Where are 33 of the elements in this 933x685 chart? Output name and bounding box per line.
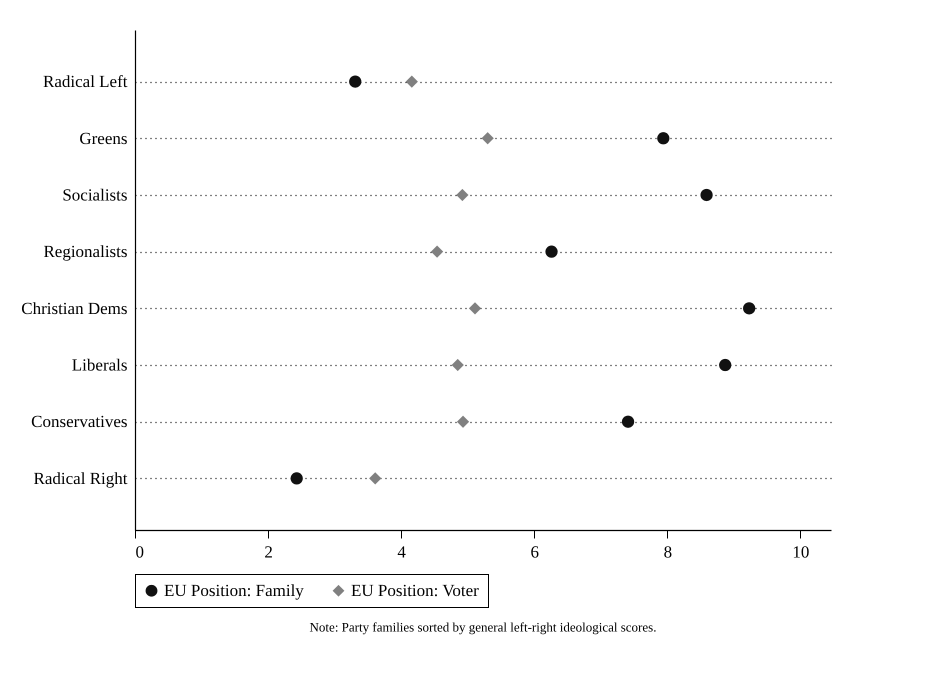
x-tick-label: 6 <box>530 542 539 562</box>
point <box>700 188 713 202</box>
point <box>482 132 494 144</box>
point <box>657 132 670 144</box>
legend-label: EU Position: Family <box>164 580 304 600</box>
y-tick-label: Conservatives <box>31 412 128 432</box>
x-tick-label: 8 <box>664 542 672 562</box>
point <box>456 416 470 428</box>
y-tick-label: Christian Dems <box>21 298 128 318</box>
text: Note: Party families sorted by general left-right ideological scores. <box>310 620 656 634</box>
x-tick-label: 2 <box>264 542 273 562</box>
point <box>468 302 482 314</box>
point <box>743 302 756 314</box>
point <box>622 416 634 428</box>
x-tick-label: 0 <box>136 542 144 562</box>
point <box>545 246 558 258</box>
x-tick-label: 10 <box>792 542 810 562</box>
point <box>369 472 382 485</box>
point <box>452 358 464 372</box>
point <box>430 246 444 258</box>
point <box>290 472 303 485</box>
y-tick-label: Radical Left <box>43 72 128 92</box>
point <box>456 188 468 202</box>
point <box>406 75 418 88</box>
y-tick-label: Regionalists <box>43 242 128 262</box>
y-tick-label: Socialists <box>62 185 128 204</box>
y-tick-label: Radical Right <box>34 468 128 488</box>
point <box>349 75 362 88</box>
point <box>719 358 732 372</box>
y-tick-label: Greens <box>79 128 128 148</box>
legend-label: EU Position: Voter <box>351 580 480 600</box>
x-tick-label: 4 <box>397 542 406 562</box>
y-tick-label: Liberals <box>72 356 128 375</box>
